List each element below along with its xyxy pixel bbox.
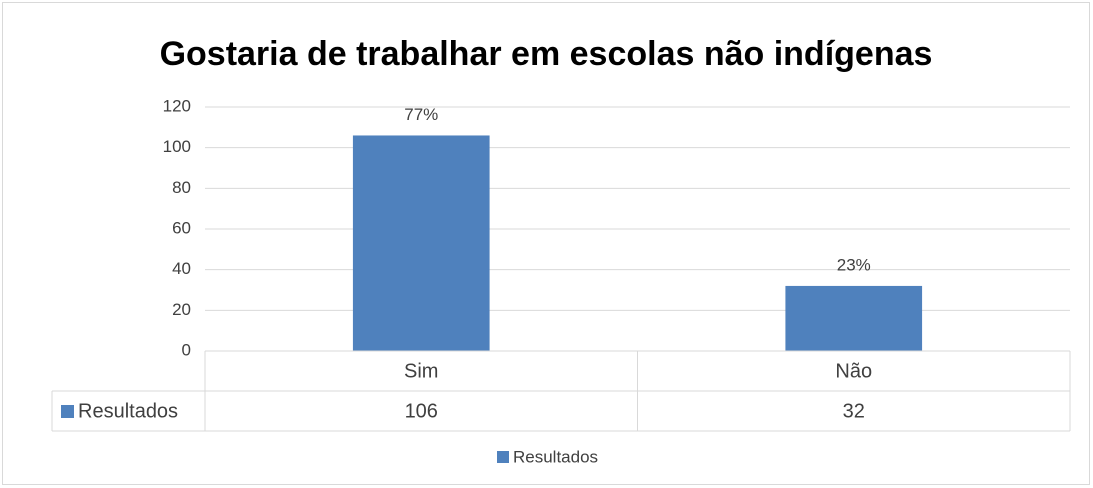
y-tick-label: 120 [163,96,191,115]
y-tick-label: 40 [172,259,191,278]
value-label: 23% [837,255,871,274]
table-value: 106 [405,400,438,422]
value-label: 77% [404,105,438,124]
y-tick-label: 80 [172,178,191,197]
table-value: 32 [843,400,865,422]
legend-key [497,451,509,463]
bar [352,135,490,351]
y-tick-label: 20 [172,300,191,319]
bar [785,285,923,351]
y-tick-label: 100 [163,137,191,156]
chart-title: Gostaria de trabalhar em escolas não ind… [160,35,933,73]
table-legend-key [61,405,74,418]
y-tick-label: 60 [172,218,191,237]
y-tick-label: 0 [182,340,191,359]
table-series-name: Resultados [78,400,178,422]
x-tick-label: Sim [404,360,438,382]
legend-label: Resultados [513,447,598,466]
x-tick-label: Não [835,360,872,382]
